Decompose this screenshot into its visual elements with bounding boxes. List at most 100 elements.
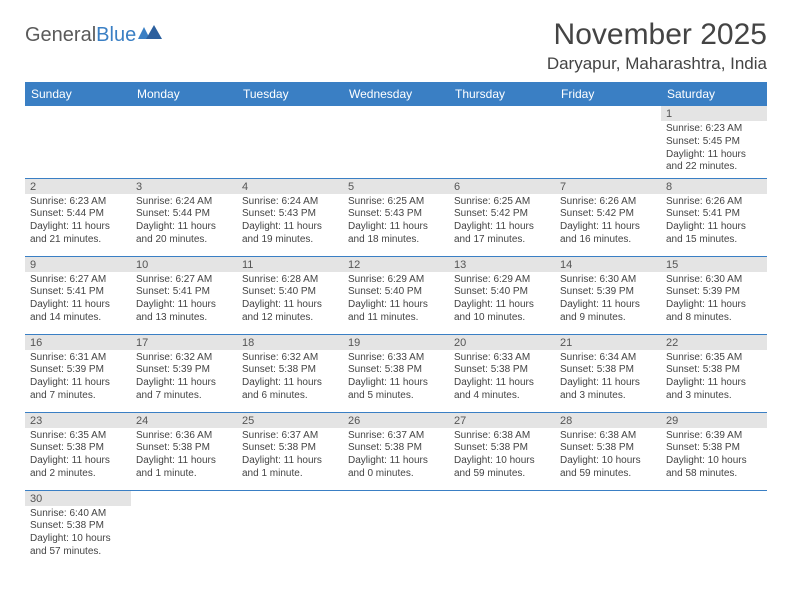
calendar-cell: [131, 490, 237, 568]
day-number: 9: [25, 257, 131, 272]
day-number: 10: [131, 257, 237, 272]
sunset-text: Sunset: 5:42 PM: [454, 208, 550, 221]
day-body: Sunrise: 6:37 AMSunset: 5:38 PMDaylight:…: [237, 428, 343, 483]
day-number: 3: [131, 179, 237, 194]
calendar-cell: 21 Sunrise: 6:34 AMSunset: 5:38 PMDayligh…: [555, 334, 661, 412]
day-header-row: Sunday Monday Tuesday Wednesday Thursday…: [25, 82, 767, 106]
day-header: Sunday: [25, 82, 131, 106]
calendar-cell: [237, 490, 343, 568]
calendar-cell: 24Sunrise: 6:36 AMSunset: 5:38 PMDayligh…: [131, 412, 237, 490]
sunrise-text: Sunrise: 6:34 AM: [560, 352, 656, 365]
calendar-cell: 13Sunrise: 6:29 AMSunset: 5:40 PMDayligh…: [449, 256, 555, 334]
sunset-text: Sunset: 5:38 PM: [560, 442, 656, 455]
daylight-text: Daylight: 11 hours and 7 minutes.: [136, 377, 232, 403]
day-number: 12: [343, 257, 449, 272]
sunrise-text: Sunrise: 6:33 AM: [348, 352, 444, 365]
sunset-text: Sunset: 5:38 PM: [348, 364, 444, 377]
day-number: 26: [343, 413, 449, 428]
sunset-text: Sunset: 5:39 PM: [136, 364, 232, 377]
sunset-text: Sunset: 5:38 PM: [242, 442, 338, 455]
day-body: Sunrise: 6:36 AMSunset: 5:38 PMDaylight:…: [131, 428, 237, 483]
calendar-cell: 12Sunrise: 6:29 AMSunset: 5:40 PMDayligh…: [343, 256, 449, 334]
calendar-cell: 22Sunrise: 6:35 AMSunset: 5:38 PMDayligh…: [661, 334, 767, 412]
sunset-text: Sunset: 5:38 PM: [30, 520, 126, 533]
sunrise-text: Sunrise: 6:29 AM: [454, 274, 550, 287]
day-number: 13: [449, 257, 555, 272]
calendar-cell: [131, 106, 237, 178]
daylight-text: Daylight: 10 hours and 59 minutes.: [560, 455, 656, 481]
calendar-cell: 6Sunrise: 6:25 AMSunset: 5:42 PMDaylight…: [449, 178, 555, 256]
day-body: Sunrise: 6:40 AMSunset: 5:38 PMDaylight:…: [25, 506, 131, 561]
day-body: Sunrise: 6:32 AMSunset: 5:38 PMDaylight:…: [237, 350, 343, 405]
daylight-text: Daylight: 11 hours and 3 minutes.: [666, 377, 762, 403]
daylight-text: Daylight: 11 hours and 12 minutes.: [242, 299, 338, 325]
calendar-cell: [555, 490, 661, 568]
day-number: 7: [555, 179, 661, 194]
sunset-text: Sunset: 5:41 PM: [666, 208, 762, 221]
day-body: Sunrise: 6:26 AMSunset: 5:42 PMDaylight:…: [555, 194, 661, 249]
calendar-cell: 9Sunrise: 6:27 AMSunset: 5:41 PMDaylight…: [25, 256, 131, 334]
sunset-text: Sunset: 5:43 PM: [242, 208, 338, 221]
calendar-cell: 16Sunrise: 6:31 AMSunset: 5:39 PMDayligh…: [25, 334, 131, 412]
day-body: Sunrise: 6:23 AMSunset: 5:44 PMDaylight:…: [25, 194, 131, 249]
daylight-text: Daylight: 11 hours and 5 minutes.: [348, 377, 444, 403]
calendar-cell: 23Sunrise: 6:35 AMSunset: 5:38 PMDayligh…: [25, 412, 131, 490]
day-body: Sunrise: 6:29 AMSunset: 5:40 PMDaylight:…: [449, 272, 555, 327]
day-number: 2: [25, 179, 131, 194]
sunset-text: Sunset: 5:42 PM: [560, 208, 656, 221]
day-number: 17: [131, 335, 237, 350]
day-body: Sunrise: 6:33 AMSunset: 5:38 PMDaylight:…: [449, 350, 555, 405]
day-header: Thursday: [449, 82, 555, 106]
day-header: Saturday: [661, 82, 767, 106]
sunset-text: Sunset: 5:40 PM: [242, 286, 338, 299]
daylight-text: Daylight: 11 hours and 1 minute.: [136, 455, 232, 481]
day-body: Sunrise: 6:25 AMSunset: 5:42 PMDaylight:…: [449, 194, 555, 249]
calendar-cell: 25Sunrise: 6:37 AMSunset: 5:38 PMDayligh…: [237, 412, 343, 490]
day-number: 19: [343, 335, 449, 350]
day-body: Sunrise: 6:32 AMSunset: 5:39 PMDaylight:…: [131, 350, 237, 405]
calendar-cell: [555, 106, 661, 178]
calendar-row: 2Sunrise: 6:23 AMSunset: 5:44 PMDaylight…: [25, 178, 767, 256]
day-number: 21: [555, 335, 661, 350]
day-body: Sunrise: 6:27 AMSunset: 5:41 PMDaylight:…: [25, 272, 131, 327]
day-number: 16: [25, 335, 131, 350]
day-number: 8: [661, 179, 767, 194]
sunset-text: Sunset: 5:45 PM: [666, 136, 762, 149]
calendar-cell: 4Sunrise: 6:24 AMSunset: 5:43 PMDaylight…: [237, 178, 343, 256]
day-number: 20: [449, 335, 555, 350]
calendar-cell: 20Sunrise: 6:33 AMSunset: 5:38 PMDayligh…: [449, 334, 555, 412]
calendar-cell: [237, 106, 343, 178]
day-body: Sunrise: 6:30 AMSunset: 5:39 PMDaylight:…: [555, 272, 661, 327]
sunset-text: Sunset: 5:44 PM: [136, 208, 232, 221]
calendar-cell: 14Sunrise: 6:30 AMSunset: 5:39 PMDayligh…: [555, 256, 661, 334]
sunrise-text: Sunrise: 6:37 AM: [242, 430, 338, 443]
sunrise-text: Sunrise: 6:26 AM: [560, 196, 656, 209]
sunset-text: Sunset: 5:38 PM: [560, 364, 656, 377]
sunset-text: Sunset: 5:38 PM: [136, 442, 232, 455]
sunrise-text: Sunrise: 6:25 AM: [348, 196, 444, 209]
day-header: Friday: [555, 82, 661, 106]
daylight-text: Daylight: 10 hours and 58 minutes.: [666, 455, 762, 481]
sunset-text: Sunset: 5:41 PM: [30, 286, 126, 299]
day-body: Sunrise: 6:31 AMSunset: 5:39 PMDaylight:…: [25, 350, 131, 405]
day-number: 23: [25, 413, 131, 428]
daylight-text: Daylight: 11 hours and 22 minutes.: [666, 149, 762, 175]
calendar-cell: 15Sunrise: 6:30 AMSunset: 5:39 PMDayligh…: [661, 256, 767, 334]
logo: GeneralBlue: [25, 24, 162, 47]
sunrise-text: Sunrise: 6:28 AM: [242, 274, 338, 287]
daylight-text: Daylight: 11 hours and 21 minutes.: [30, 221, 126, 247]
day-number: 30: [25, 491, 131, 506]
sunset-text: Sunset: 5:38 PM: [30, 442, 126, 455]
day-number: 25: [237, 413, 343, 428]
calendar-table: Sunday Monday Tuesday Wednesday Thursday…: [25, 82, 767, 568]
sunrise-text: Sunrise: 6:35 AM: [30, 430, 126, 443]
calendar-cell: 18Sunrise: 6:32 AMSunset: 5:38 PMDayligh…: [237, 334, 343, 412]
calendar-cell: 7Sunrise: 6:26 AMSunset: 5:42 PMDaylight…: [555, 178, 661, 256]
daylight-text: Daylight: 11 hours and 3 minutes.: [560, 377, 656, 403]
day-number: 22: [661, 335, 767, 350]
sunrise-text: Sunrise: 6:27 AM: [30, 274, 126, 287]
calendar-cell: [449, 490, 555, 568]
calendar-cell: 30Sunrise: 6:40 AMSunset: 5:38 PMDayligh…: [25, 490, 131, 568]
day-body: Sunrise: 6:24 AMSunset: 5:44 PMDaylight:…: [131, 194, 237, 249]
sunset-text: Sunset: 5:39 PM: [560, 286, 656, 299]
